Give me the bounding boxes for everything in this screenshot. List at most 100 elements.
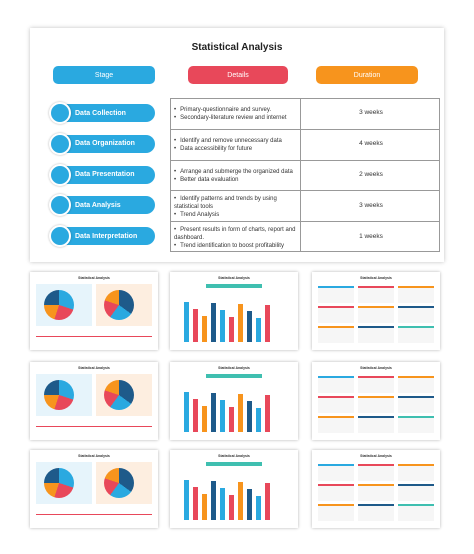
thumbnail: Statistical Analysis [312, 450, 440, 528]
bar [238, 304, 243, 342]
stage-label: Data Interpretation [53, 227, 155, 246]
bar [202, 494, 207, 520]
thumbnail-title: Statistical Analysis [360, 366, 392, 370]
bar [193, 487, 198, 520]
bar [265, 483, 270, 520]
detail-bullet: Data accessibility for future [174, 145, 302, 153]
detail-bullet: Identify patterns and trends by using st… [174, 195, 302, 211]
mini-card [398, 376, 434, 393]
timeline [36, 426, 152, 427]
pie [104, 468, 134, 498]
duration-cell: 3 weeks [359, 109, 383, 117]
thumbnail: Statistical Analysis [170, 272, 298, 350]
detail-bullet: Identify and remove unnecessary data [174, 137, 302, 145]
bar [229, 407, 234, 432]
bar [229, 495, 234, 520]
mini-card [398, 464, 434, 481]
mini-card [318, 306, 354, 323]
bar [247, 311, 252, 342]
detail-bullet: Trend Analysis [174, 211, 302, 219]
bar [202, 316, 207, 342]
bar [193, 399, 198, 432]
mini-card [318, 376, 354, 393]
stage-icon [49, 102, 71, 124]
detail-bullet: Arrange and submerge the organized data [174, 168, 302, 176]
mini-card [318, 484, 354, 501]
table-frame [170, 98, 440, 252]
bar [211, 481, 216, 520]
main-slide: Statistical Analysis Stage Details Durat… [30, 28, 444, 262]
stage-icon [49, 132, 71, 155]
mini-card [358, 326, 394, 343]
bar [220, 310, 225, 342]
mini-card [318, 286, 354, 303]
bar [220, 400, 225, 432]
bar [256, 408, 261, 432]
chart-header [206, 462, 262, 466]
chart-header [206, 374, 262, 378]
bar [211, 303, 216, 342]
detail-bullet: Trend identification to boost profitabil… [174, 242, 302, 250]
thumbnail-title: Statistical Analysis [360, 454, 392, 458]
mini-card [358, 504, 394, 521]
mini-card [398, 504, 434, 521]
details-cell: Present results in form of charts, repor… [170, 223, 302, 252]
row-divider [170, 221, 440, 223]
bar [211, 393, 216, 432]
mini-card [358, 376, 394, 393]
bar [184, 302, 189, 342]
stage-icon [49, 163, 71, 186]
detail-bullet: Primary-questionnaire and survey. [174, 106, 302, 114]
timeline [36, 336, 152, 337]
details-cell: Identify patterns and trends by using st… [170, 192, 302, 221]
stage-label: Data Organization [53, 134, 155, 153]
pie [44, 468, 74, 498]
details-header: Details [188, 66, 288, 84]
mini-card [358, 396, 394, 413]
stage-icon [49, 225, 71, 248]
bar [256, 318, 261, 342]
mini-card [398, 306, 434, 323]
bar [184, 392, 189, 432]
thumbnail: Statistical Analysis [312, 272, 440, 350]
mini-card [398, 326, 434, 343]
details-cell: Arrange and submerge the organized dataB… [170, 162, 302, 191]
bar [193, 309, 198, 342]
bar [265, 395, 270, 432]
stage-label: Data Analysis [53, 196, 155, 215]
pie [104, 380, 134, 410]
mini-card [358, 484, 394, 501]
timeline [36, 514, 152, 515]
stage-label: Data Presentation [53, 165, 155, 184]
mini-card [318, 464, 354, 481]
duration-cell: 4 weeks [359, 140, 383, 148]
thumbnail-title: Statistical Analysis [78, 366, 110, 370]
details-cell: Primary-questionnaire and survey.Seconda… [170, 100, 302, 129]
pie [104, 290, 134, 320]
thumbnail-title: Statistical Analysis [218, 276, 250, 280]
mini-card [398, 286, 434, 303]
mini-card [398, 416, 434, 433]
row-divider [170, 159, 440, 161]
duration-cell: 1 weeks [359, 232, 383, 240]
bar [238, 482, 243, 520]
thumbnail-title: Statistical Analysis [360, 276, 392, 280]
pie [44, 380, 74, 410]
thumbnail: Statistical Analysis [30, 362, 158, 440]
bar [247, 489, 252, 520]
mini-card [358, 286, 394, 303]
mini-card [398, 396, 434, 413]
stage-header: Stage [53, 66, 155, 84]
mini-card [358, 464, 394, 481]
row-divider [170, 128, 440, 130]
stage-label: Data Collection [53, 104, 155, 122]
bar [220, 488, 225, 520]
thumbnail-title: Statistical Analysis [78, 276, 110, 280]
thumbnail: Statistical Analysis [170, 450, 298, 528]
mini-card [318, 504, 354, 521]
pie [44, 290, 74, 320]
mini-card [318, 396, 354, 413]
detail-bullet: Secondary-literature review and internet [174, 114, 302, 122]
thumbnail-title: Statistical Analysis [78, 454, 110, 458]
thumbnail: Statistical Analysis [30, 272, 158, 350]
